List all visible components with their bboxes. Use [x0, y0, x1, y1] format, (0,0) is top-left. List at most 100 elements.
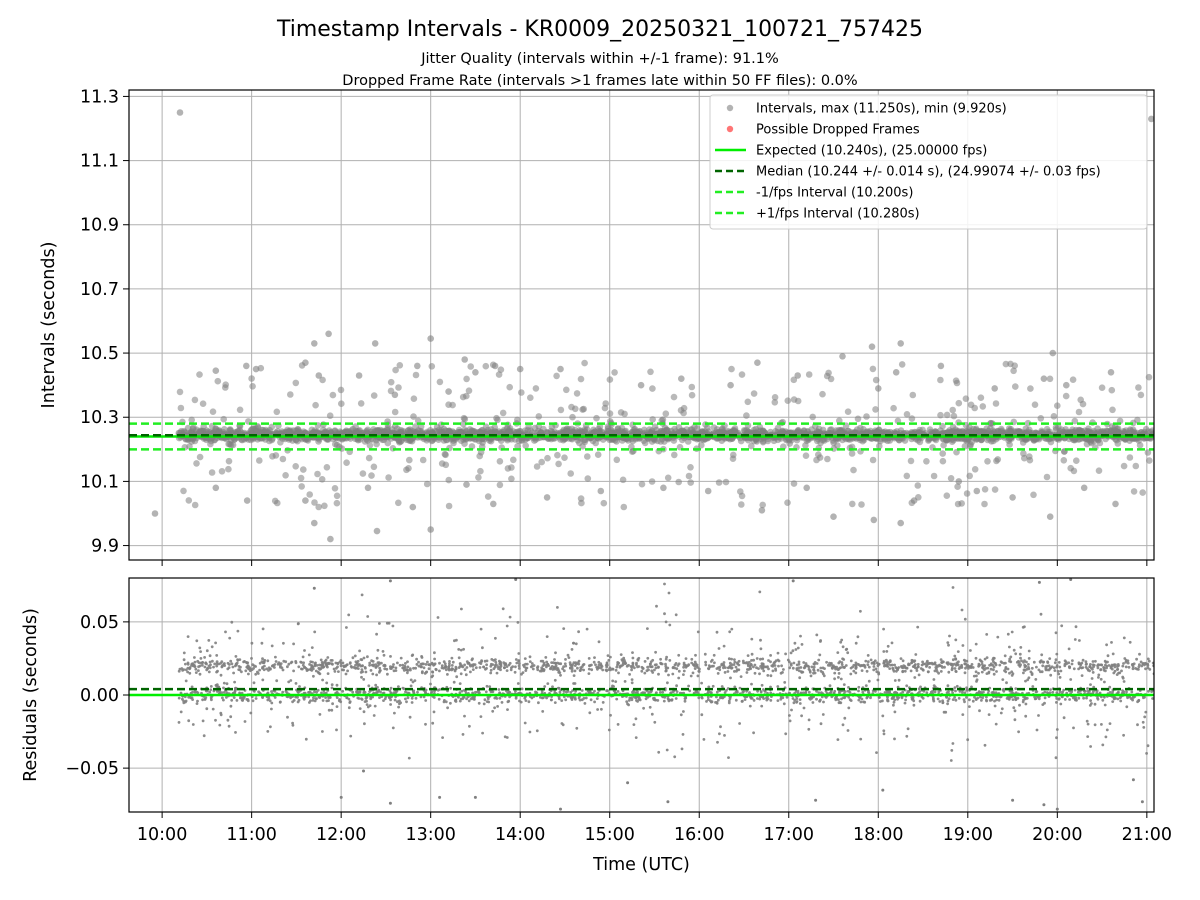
interval-point — [508, 475, 515, 483]
residual-point — [1018, 703, 1021, 707]
residual-point — [1035, 665, 1038, 669]
residual-point — [202, 734, 206, 738]
residual-point — [506, 708, 509, 711]
interval-point — [987, 420, 994, 427]
residual-point — [689, 674, 693, 678]
interval-point — [564, 428, 572, 435]
residual-point — [404, 697, 407, 701]
interval-point — [1062, 426, 1069, 433]
residual-point — [362, 710, 366, 714]
residual-point — [857, 685, 861, 689]
residual-point — [1027, 663, 1030, 666]
residual-point — [474, 666, 478, 670]
interval-point — [577, 375, 585, 383]
residual-point — [1049, 673, 1053, 677]
residual-point — [798, 702, 802, 705]
residual-point — [617, 671, 620, 675]
interval-point — [950, 412, 958, 420]
residual-point — [270, 644, 274, 648]
residual-point — [354, 666, 357, 670]
residual-point — [946, 684, 950, 688]
interval-point — [343, 459, 350, 467]
residual-point — [595, 697, 599, 700]
residual-point — [376, 661, 380, 665]
interval-point — [1060, 457, 1068, 464]
interval-outlier-point — [955, 478, 963, 485]
interval-outlier-point — [973, 487, 981, 495]
interval-point — [850, 466, 857, 474]
residual-point — [573, 669, 577, 673]
residual-point — [463, 714, 466, 718]
interval-point — [282, 472, 289, 479]
interval-point — [214, 377, 222, 385]
interval-outlier-point — [557, 365, 564, 373]
residual-point — [921, 660, 924, 664]
interval-point — [779, 427, 786, 435]
residual-point — [339, 664, 343, 668]
interval-point — [1098, 384, 1106, 392]
residual-point — [797, 662, 801, 666]
interval-point — [967, 401, 975, 409]
residual-point — [815, 689, 818, 693]
residual-point — [668, 623, 672, 627]
residual-point — [1116, 697, 1120, 701]
residual-point — [582, 668, 585, 672]
residual-point — [195, 639, 199, 643]
interval-point — [518, 389, 525, 396]
interval-point — [802, 442, 809, 449]
interval-point — [738, 371, 746, 378]
residual-point — [795, 668, 799, 672]
residual-point — [616, 663, 619, 667]
interval-point — [698, 441, 705, 449]
residual-point — [458, 682, 462, 685]
residual-point — [675, 684, 678, 688]
interval-point — [1120, 462, 1128, 470]
residual-point — [792, 661, 796, 665]
residual-point — [221, 696, 224, 700]
interval-point — [499, 409, 507, 417]
residual-point — [199, 657, 203, 660]
interval-point — [225, 465, 232, 473]
residual-point — [769, 654, 772, 657]
interval-point — [396, 362, 404, 369]
interval-point — [180, 487, 187, 495]
residual-point — [570, 648, 574, 651]
interval-point — [939, 450, 946, 457]
residual-point — [441, 736, 444, 739]
residual-point — [636, 665, 639, 669]
interval-point — [196, 371, 203, 378]
residual-point — [994, 722, 998, 726]
residual-point — [860, 669, 864, 672]
residual-point — [339, 662, 343, 665]
interval-point — [1020, 450, 1027, 457]
residual-point — [179, 710, 183, 714]
residual-point — [864, 684, 868, 687]
residual-point — [776, 685, 780, 688]
interval-point — [315, 503, 323, 511]
residual-point — [254, 697, 258, 700]
residual-point — [752, 665, 755, 669]
interval-point — [557, 406, 565, 414]
residual-point — [733, 685, 737, 689]
residual-point — [766, 665, 769, 669]
residual-point — [545, 665, 548, 669]
residual-point — [197, 665, 201, 669]
residual-point — [728, 661, 732, 665]
interval-point — [445, 401, 452, 409]
interval-outlier-point — [868, 343, 876, 351]
interval-point — [482, 362, 490, 370]
residual-point — [307, 653, 311, 657]
residual-point — [918, 699, 922, 703]
residual-point — [572, 674, 576, 677]
interval-point — [1054, 402, 1061, 410]
residual-point — [521, 671, 525, 674]
residual-point — [659, 661, 662, 665]
residual-point — [359, 671, 363, 674]
residual-point — [958, 690, 962, 693]
residual-point — [356, 667, 360, 670]
residual-point — [438, 661, 441, 665]
residual-point — [1055, 728, 1059, 731]
residual-point — [501, 607, 505, 611]
residual-point — [745, 671, 749, 674]
residual-point — [985, 695, 988, 699]
